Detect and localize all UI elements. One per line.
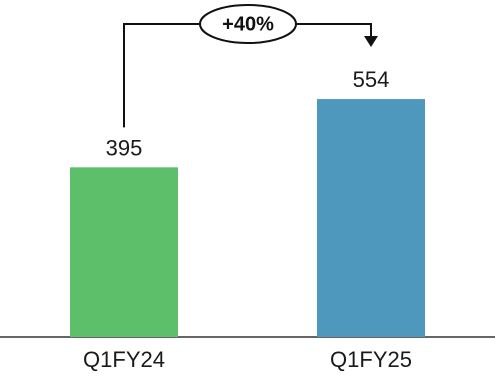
growth-callout-label: +40% [222, 13, 274, 35]
arrow-down-icon [364, 36, 378, 48]
bars-layer: 395 Q1FY24 554 Q1FY25 [70, 67, 425, 372]
growth-annotation: +40% [123, 4, 378, 128]
bar-q1fy24 [70, 167, 178, 337]
x-tick-label-q1fy24: Q1FY24 [83, 347, 165, 372]
x-tick-label-q1fy25: Q1FY25 [330, 347, 412, 372]
growth-callout-ellipse [199, 4, 297, 44]
bar-q1fy25 [317, 99, 425, 337]
data-label-q1fy25: 554 [353, 67, 390, 92]
data-label-q1fy24: 395 [106, 135, 143, 160]
